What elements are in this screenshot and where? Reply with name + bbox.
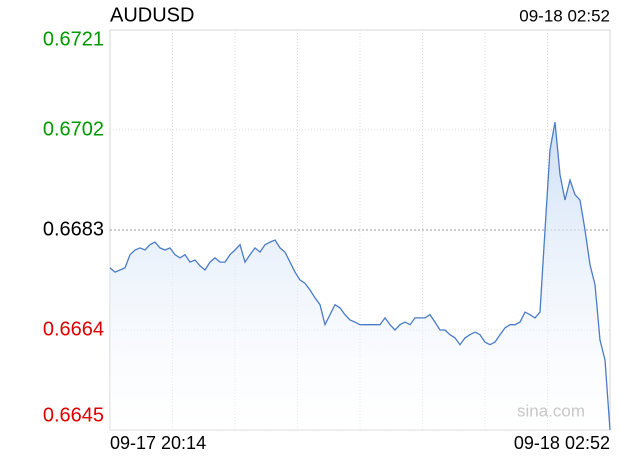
chart-title: AUDUSD [110,4,194,26]
price-line [109,121,611,431]
x-tick-label: 09-18 02:52 [514,433,610,453]
y-tick-label: 0.6721 [43,28,104,50]
area [110,122,610,430]
watermark: sina.com [517,401,585,420]
time-label: 09-18 02:52 [519,6,610,25]
y-tick-label: 0.6664 [43,318,104,340]
y-tick-label: 0.6683 [43,218,104,240]
y-tick-label: 0.6702 [43,118,104,140]
x-tick-label: 09-17 20:14 [110,433,206,453]
y-tick-label: 0.6645 [43,404,104,426]
